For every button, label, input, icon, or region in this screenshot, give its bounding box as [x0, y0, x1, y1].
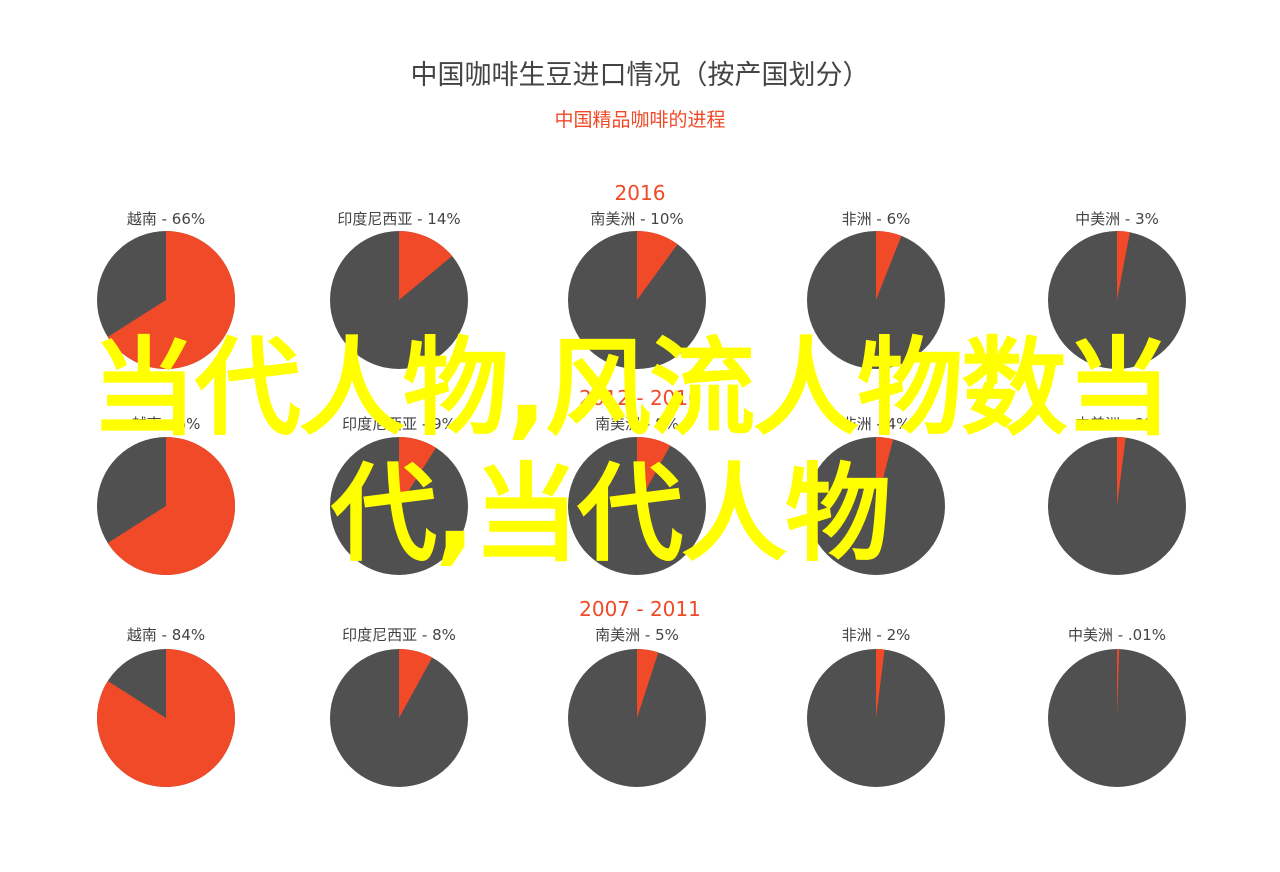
pie-share-slice	[876, 437, 894, 506]
pie-share-slice	[107, 231, 235, 370]
pie-label: 中美洲 - .01%	[1068, 626, 1166, 644]
pie-label: 非洲 - 6%	[842, 210, 911, 228]
pie-label: 中美洲 - 3%	[1075, 210, 1159, 228]
pie-label: 非洲 - 4%	[842, 415, 911, 433]
chart-title: 中国咖啡生豆进口情况（按产国划分）	[411, 60, 870, 91]
chart-subtitle: 中国精品咖啡的进程	[554, 109, 725, 131]
period-group: 2016 越南 - 66% 印度尼西亚 - 14% 南美洲 - 10% 非洲 - 6% 中…	[97, 181, 1186, 370]
pie-label: 越南 - 66%	[127, 210, 205, 228]
pie-share-slice	[1117, 437, 1126, 506]
pie-label: 越南 - 6%	[132, 415, 201, 433]
pie-label: 南美洲 - 8%	[595, 415, 679, 433]
period-group: 2007 - 2011 越南 - 84% 印度尼西亚 - 8% 南美洲 - 5% 非洲 …	[96, 597, 1186, 788]
pie-share-slice	[107, 437, 236, 575]
pie-label: 中美洲 - 2%	[1075, 415, 1159, 433]
pies-layer: 2016 越南 - 66% 印度尼西亚 - 14% 南美洲 - 10% 非洲 - 6% 中…	[96, 181, 1186, 788]
pie-share-slice	[637, 649, 659, 718]
pie-label: 印度尼西亚 - 14%	[337, 210, 460, 228]
pie-share-slice	[399, 649, 433, 718]
period-group: 2012 - 2016 越南 - 6% 印度尼西亚 - 9% 南美洲 - 8% 非洲 -…	[97, 386, 1186, 575]
pie-share-slice	[1117, 231, 1130, 300]
pie-share-slice	[96, 649, 236, 788]
pie-share-slice	[399, 437, 436, 506]
pie-label: 南美洲 - 5%	[595, 626, 679, 644]
pie-share-slice	[876, 231, 902, 300]
period-label: 2007 - 2011	[579, 597, 701, 621]
pie-label: 印度尼西亚 - 8%	[342, 626, 456, 644]
pie-label: 南美洲 - 10%	[590, 210, 683, 228]
pie-share-slice	[1117, 649, 1120, 718]
pie-label: 印度尼西亚 - 9%	[342, 415, 456, 433]
period-label: 2012 - 2016	[579, 386, 701, 410]
pie-label: 越南 - 84%	[127, 626, 205, 644]
pie-label: 非洲 - 2%	[842, 626, 911, 644]
pie-share-slice	[399, 231, 453, 300]
period-label: 2016	[615, 181, 666, 205]
pie-share-slice	[637, 231, 678, 300]
pie-share-slice	[637, 437, 671, 506]
pie-share-slice	[876, 649, 885, 718]
